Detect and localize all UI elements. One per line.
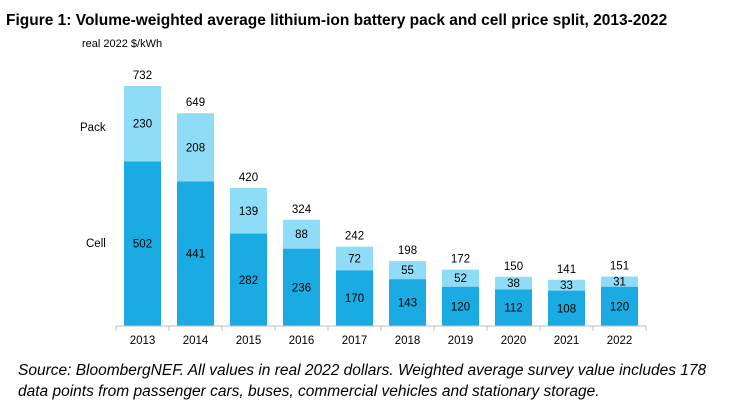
stacked-bar-chart: 502 230 732 2013 441 208 649 2014 282 139 420 2015 2… <box>115 70 647 347</box>
x-tick-label: 2013 <box>130 335 156 347</box>
data-label-cell: 170 <box>345 293 364 305</box>
bar-cell <box>124 161 161 326</box>
data-label-total: 141 <box>557 264 576 276</box>
data-label-cell: 143 <box>398 298 417 310</box>
data-label-total: 242 <box>345 231 364 243</box>
bar-cell <box>283 248 320 326</box>
bar-cell <box>336 270 373 326</box>
data-label-cell: 120 <box>610 301 629 313</box>
data-label-pack: 208 <box>186 142 205 154</box>
x-tick-label: 2017 <box>342 335 368 347</box>
legend-cell: Cell <box>86 238 106 250</box>
data-label-pack: 38 <box>507 278 520 290</box>
bar-cell <box>495 289 532 326</box>
bar-cell <box>548 290 585 326</box>
bar-pack <box>495 276 532 290</box>
data-label-cell: 502 <box>133 239 152 251</box>
bar-pack <box>389 261 426 280</box>
chart-title: Figure 1: Volume-weighted average lithiu… <box>6 12 668 29</box>
data-label-total: 732 <box>133 70 152 82</box>
data-label-cell: 108 <box>557 303 576 315</box>
bar-pack <box>177 113 214 182</box>
bar-pack <box>442 269 479 287</box>
bar-pack <box>601 276 638 287</box>
data-label-pack: 33 <box>560 280 573 292</box>
data-label-cell: 282 <box>239 275 258 287</box>
data-label-total: 198 <box>398 245 417 257</box>
bar-cell <box>442 286 479 326</box>
data-label-pack: 72 <box>348 253 361 265</box>
data-label-total: 420 <box>239 172 258 184</box>
bar-cell <box>601 286 638 326</box>
bar-cell <box>389 279 426 326</box>
data-label-total: 649 <box>186 97 205 109</box>
data-label-total: 150 <box>504 261 523 273</box>
bar-pack <box>230 187 267 234</box>
x-tick-label: 2016 <box>289 335 315 347</box>
bar-pack <box>336 246 373 271</box>
data-label-cell: 112 <box>504 303 522 315</box>
data-label-pack: 55 <box>401 265 414 277</box>
bar-cell <box>230 233 267 326</box>
x-tick-label: 2020 <box>501 335 527 347</box>
x-tick-label: 2022 <box>607 335 633 347</box>
data-label-cell: 120 <box>451 301 470 313</box>
x-tick-label: 2021 <box>554 335 580 347</box>
bar-cell <box>177 181 214 326</box>
data-label-pack: 139 <box>239 206 258 218</box>
bar-pack <box>548 279 585 291</box>
data-label-pack: 88 <box>295 229 308 241</box>
x-tick-label: 2019 <box>448 335 474 347</box>
data-label-total: 151 <box>610 260 629 272</box>
bar-pack <box>283 219 320 249</box>
legend-pack: Pack <box>80 122 106 134</box>
y-unit-label: real 2022 $/kWh <box>82 38 163 50</box>
data-label-cell: 441 <box>186 249 205 261</box>
x-tick-label: 2015 <box>236 335 262 347</box>
x-tick-label: 2018 <box>395 335 421 347</box>
source-note: Source: BloombergNEF. All values in real… <box>18 362 707 400</box>
data-label-pack: 52 <box>454 273 467 285</box>
data-label-pack: 31 <box>613 277 626 289</box>
data-label-cell: 236 <box>292 282 311 294</box>
bar-pack <box>124 86 161 162</box>
x-tick-label: 2014 <box>183 335 209 347</box>
data-label-total: 172 <box>451 254 470 266</box>
data-label-pack: 230 <box>133 119 152 131</box>
data-label-total: 324 <box>292 204 312 216</box>
